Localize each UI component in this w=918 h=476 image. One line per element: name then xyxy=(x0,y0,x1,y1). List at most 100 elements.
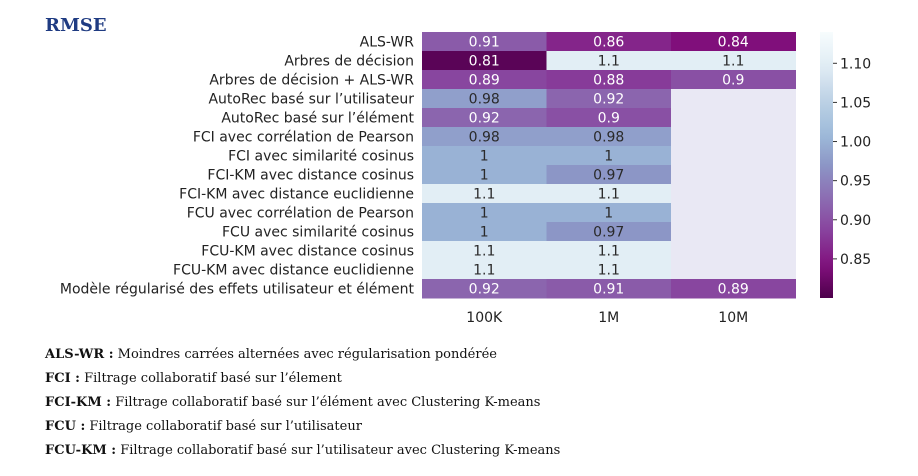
legend-note: ALS-WR : Moindres carrées alternées avec… xyxy=(45,345,560,369)
row-label: Modèle régularisé des effets utilisateur… xyxy=(60,282,415,298)
cell-label: 0.84 xyxy=(718,35,749,51)
heatmap-cell xyxy=(671,222,796,242)
heatmap-cell xyxy=(671,51,796,71)
cell-label: 0.81 xyxy=(469,54,500,70)
cell-label: 1.1 xyxy=(598,54,620,70)
cell-label: 0.98 xyxy=(593,130,624,146)
column-label: 1M xyxy=(598,310,619,326)
colorbar-tick-label: 0.85 xyxy=(840,252,871,268)
heatmap-cell xyxy=(546,32,672,52)
cell-label: 1.1 xyxy=(473,187,495,203)
heatmap-cell xyxy=(671,89,796,109)
row-label: AutoRec basé sur l’élément xyxy=(221,111,414,127)
heatmap-cell xyxy=(422,32,547,52)
heatmap-cell xyxy=(546,165,672,185)
row-label: FCI-KM avec distance cosinus xyxy=(207,168,414,184)
legend-note: FCU : Filtrage collaboratif basé sur l’u… xyxy=(45,417,560,441)
heatmap-cell xyxy=(546,260,672,280)
heatmap-cell xyxy=(546,70,672,90)
legend-text: Filtrage collaboratif basé sur l’élément… xyxy=(111,395,541,410)
cell-label: 1.1 xyxy=(473,263,495,279)
heatmap-cell xyxy=(546,203,672,223)
column-label: 10M xyxy=(718,310,748,326)
legend-note: FCU-KM : Filtrage collaboratif basé sur … xyxy=(45,441,560,465)
legend-note: FCI : Filtrage collaboratif basé sur l’é… xyxy=(45,369,560,393)
heatmap-cell xyxy=(546,127,672,147)
heatmap-cell xyxy=(671,184,796,204)
heatmap-cell xyxy=(671,146,796,166)
row-label: Arbres de décision xyxy=(284,54,414,70)
heatmap-cell xyxy=(422,51,547,71)
heatmap-cell xyxy=(422,260,547,280)
heatmap-cell xyxy=(671,279,796,299)
row-label: FCU-KM avec distance cosinus xyxy=(201,244,414,260)
heatmap-cell xyxy=(422,89,547,109)
heatmap-cell xyxy=(546,184,672,204)
heatmap-cell xyxy=(546,241,672,261)
cell-label: 0.86 xyxy=(593,35,624,51)
cell-label: 1 xyxy=(480,225,489,241)
heatmap-cell xyxy=(671,70,796,90)
cell-label: 0.92 xyxy=(469,282,500,298)
legend-note: FCI-KM : Filtrage collaboratif basé sur … xyxy=(45,393,560,417)
heatmap-cell xyxy=(671,108,796,128)
cell-label: 1.1 xyxy=(598,244,620,260)
cell-label: 0.91 xyxy=(593,282,624,298)
cell-label: 0.98 xyxy=(469,130,500,146)
heatmap-cell xyxy=(671,165,796,185)
heatmap-cell xyxy=(422,146,547,166)
cell-label: 1.1 xyxy=(598,263,620,279)
colorbar-tick-label: 0.95 xyxy=(840,174,871,190)
cell-label: 0.92 xyxy=(469,111,500,127)
colorbar xyxy=(820,32,833,298)
cell-label: 0.9 xyxy=(598,111,620,127)
colorbar-tick-label: 1.10 xyxy=(840,56,871,72)
page-title: RMSE xyxy=(45,15,107,36)
heatmap-chart: 0.91 0.86 0.840.81 1.1 1.10.89 0.88 0.90.98 0.9… xyxy=(60,32,871,326)
heatmap-cell xyxy=(422,279,547,299)
heatmap-cell xyxy=(546,279,672,299)
row-label: FCI-KM avec distance euclidienne xyxy=(179,187,414,203)
heatmap-cell xyxy=(671,241,796,261)
legend-text: Filtrage collaboratif basé sur l’utilisa… xyxy=(85,419,362,434)
heatmap-cell xyxy=(546,89,672,109)
row-label: FCI avec corrélation de Pearson xyxy=(193,130,414,146)
legend-abbr: FCU-KM : xyxy=(45,443,117,458)
heatmap-cell xyxy=(671,127,796,147)
heatmap-cell xyxy=(422,127,547,147)
heatmap-cell xyxy=(422,70,547,90)
heatmap-cell xyxy=(671,203,796,223)
cell-label: 1 xyxy=(604,149,613,165)
legend-text: Moindres carrées alternées avec régulari… xyxy=(113,347,497,362)
abbreviation-legend: ALS-WR : Moindres carrées alternées avec… xyxy=(45,345,560,465)
cell-label: 0.97 xyxy=(593,168,624,184)
heatmap-cell xyxy=(546,222,672,242)
heatmap-cell xyxy=(422,222,547,242)
heatmap-cell xyxy=(671,32,796,52)
cell-label: 1 xyxy=(480,149,489,165)
legend-text: Filtrage collaboratif basé sur l’élement xyxy=(79,371,342,386)
heatmap-cell xyxy=(422,165,547,185)
cell-label: 0.98 xyxy=(469,92,500,108)
cell-label: 1 xyxy=(480,206,489,222)
cell-label: 0.9 xyxy=(722,73,744,89)
cell-label: 0.97 xyxy=(593,225,624,241)
row-label: FCU avec similarité cosinus xyxy=(222,225,414,241)
legend-abbr: FCU : xyxy=(45,419,86,434)
row-label: ALS-WR xyxy=(360,35,415,51)
column-label: 100K xyxy=(466,310,503,326)
heatmap-cell xyxy=(671,260,796,280)
cell-label: 1 xyxy=(480,168,489,184)
row-label: FCI avec similarité cosinus xyxy=(228,149,414,165)
colorbar-tick-label: 1.00 xyxy=(840,135,871,151)
row-label: FCU avec corrélation de Pearson xyxy=(187,206,414,222)
heatmap-cell xyxy=(422,203,547,223)
heatmap-cell xyxy=(546,51,672,71)
colorbar-tick-label: 1.05 xyxy=(840,95,871,111)
row-label: FCU-KM avec distance euclidienne xyxy=(173,263,414,279)
cell-label: 1.1 xyxy=(473,244,495,260)
cell-label: 1.1 xyxy=(598,187,620,203)
heatmap-cell xyxy=(546,146,672,166)
heatmap-cell xyxy=(422,108,547,128)
heatmap-cell xyxy=(422,241,547,261)
